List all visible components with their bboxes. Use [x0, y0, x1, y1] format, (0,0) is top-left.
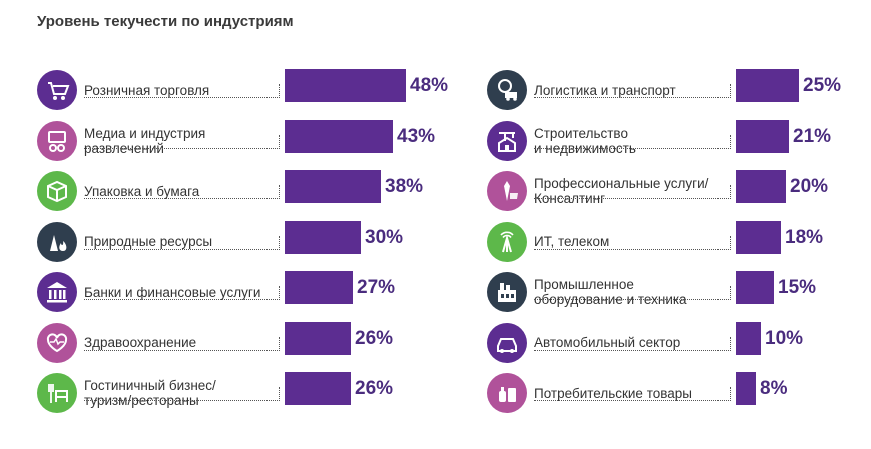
- healthcare-icon: [37, 322, 77, 363]
- data-label: 27%: [357, 277, 396, 298]
- data-label: 48%: [410, 75, 449, 96]
- chart-row-right-1: Строительство и недвижимость 21%: [487, 119, 871, 164]
- leader-line-base: [84, 198, 267, 199]
- bar: [736, 220, 781, 254]
- leader-line-base: [84, 147, 267, 149]
- leader-line: [267, 387, 280, 401]
- consumer-goods-icon: [487, 373, 527, 413]
- chart-row-left-2: Упаковка и бумага 38%: [37, 170, 456, 214]
- category-label: Гостиничный бизнес/ туризм/рестораны: [84, 378, 216, 408]
- leader-line-base: [534, 400, 718, 401]
- leader-line: [267, 134, 280, 149]
- data-label: 26%: [355, 378, 394, 399]
- category-label: Потребительские товары: [534, 385, 692, 401]
- data-label: 21%: [793, 125, 832, 147]
- industrial-icon: [487, 272, 527, 312]
- chart-row-right-0: Логистика и транспорт 25%: [487, 69, 871, 113]
- bar: [736, 321, 761, 355]
- leader-line: [267, 84, 280, 98]
- category-label: Промышленное оборудование и техника: [534, 277, 687, 307]
- chart-row-left-4: Банки и финансовые услуги 27%: [37, 271, 456, 315]
- bar: [285, 170, 381, 203]
- leader-line-base: [84, 248, 267, 250]
- bar: [736, 170, 786, 203]
- leader-line: [718, 235, 731, 250]
- category-label: ИТ, телеком: [534, 234, 610, 249]
- bar: [285, 321, 351, 355]
- category-label: Профессиональные услуги/ Консалтинг: [534, 176, 709, 206]
- leader-line: [718, 84, 731, 98]
- bar: [736, 372, 756, 405]
- leader-line: [267, 336, 280, 351]
- chart-row-right-6: Потребительские товары 8%: [487, 372, 871, 416]
- leader-line: [718, 185, 731, 199]
- leader-line-base: [534, 349, 718, 351]
- category-label: Медиа и индустрия развлечений: [84, 125, 206, 156]
- leader-line: [267, 185, 280, 199]
- chart-row-right-4: Промышленное оборудование и техника 15%: [487, 271, 871, 315]
- category-label: Природные ресурсы: [84, 234, 213, 249]
- chart-row-right-3: ИТ, телеком 18%: [487, 220, 871, 265]
- bar: [285, 119, 393, 153]
- bar: [736, 119, 789, 153]
- bank-icon: [37, 272, 77, 312]
- leader-line: [718, 336, 731, 351]
- leader-line-base: [84, 97, 267, 98]
- construction-icon: [487, 120, 527, 161]
- category-label: Автомобильный сектор: [534, 335, 681, 350]
- shopping-cart-icon: [37, 70, 77, 110]
- chart-row-left-6: Гостиничный бизнес/ туризм/рестораны 26%: [37, 372, 456, 416]
- leader-line-base: [84, 299, 267, 300]
- data-label: 30%: [365, 226, 404, 248]
- bar: [285, 271, 353, 304]
- chart-title: Уровень текучести по индустриям: [37, 13, 294, 30]
- leader-line: [718, 387, 731, 401]
- chart-row-left-1: Медиа и индустрия развлечений 43%: [37, 119, 456, 164]
- data-label: 20%: [790, 176, 829, 197]
- package-icon: [37, 171, 77, 211]
- category-label: Здравоохранение: [84, 335, 197, 350]
- telecom-icon: [487, 221, 527, 262]
- leader-line: [718, 286, 731, 300]
- data-label: 43%: [397, 125, 436, 147]
- media-icon: [37, 120, 77, 161]
- data-label: 10%: [765, 327, 804, 349]
- bar: [285, 220, 361, 254]
- leader-line-base: [534, 198, 718, 199]
- bar: [736, 271, 774, 304]
- leader-line: [267, 235, 280, 250]
- logistics-icon: [487, 70, 527, 110]
- leader-line-base: [534, 147, 718, 149]
- leader-line-base: [534, 97, 718, 98]
- leader-line-base: [84, 400, 267, 401]
- leader-line-base: [84, 349, 267, 351]
- category-label: Строительство и недвижимость: [534, 125, 636, 156]
- leader-line: [267, 286, 280, 300]
- data-label: 26%: [355, 327, 394, 349]
- consulting-icon: [487, 171, 527, 211]
- leader-line-base: [534, 248, 718, 250]
- chart-row-left-5: Здравоохранение 26%: [37, 321, 456, 366]
- bar: [285, 69, 406, 102]
- data-label: 38%: [385, 176, 424, 197]
- bar: [285, 372, 351, 405]
- data-label: 15%: [778, 277, 817, 298]
- car-icon: [487, 322, 527, 363]
- chart-row-right-2: Профессиональные услуги/ Консалтинг 20%: [487, 170, 871, 214]
- hospitality-icon: [37, 373, 77, 413]
- category-label: Розничная торговля: [84, 82, 210, 98]
- category-label: Банки и финансовые услуги: [84, 284, 261, 300]
- chart-row-right-5: Автомобильный сектор 10%: [487, 321, 871, 366]
- bar: [736, 69, 799, 102]
- leader-line-base: [534, 299, 718, 300]
- leader-line: [718, 134, 731, 149]
- chart-row-left-3: Природные ресурсы 30%: [37, 220, 456, 265]
- natural-resources-icon: [37, 221, 77, 262]
- chart-row-left-0: Розничная торговля 48%: [37, 69, 456, 113]
- category-label: Логистика и транспорт: [534, 82, 676, 98]
- data-label: 18%: [785, 226, 824, 248]
- data-label: 8%: [760, 378, 788, 399]
- category-label: Упаковка и бумага: [84, 183, 200, 199]
- data-label: 25%: [803, 75, 842, 96]
